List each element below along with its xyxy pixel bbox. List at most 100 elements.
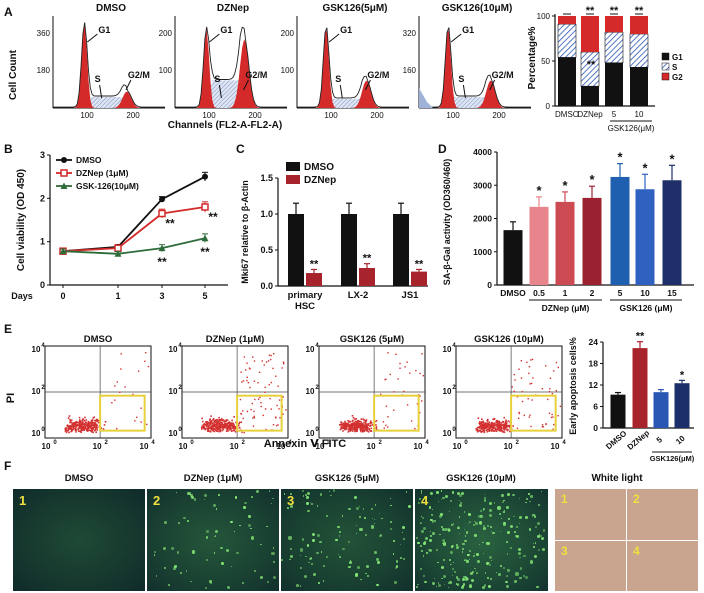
hist-xtick: 100 — [324, 111, 338, 120]
panel-letter-a: A — [4, 5, 13, 19]
hist-outline — [53, 22, 165, 108]
flow-xtick: 10 — [140, 442, 149, 451]
e-sig: ** — [636, 331, 645, 343]
d-bar — [503, 230, 523, 285]
b-xlabel: Days — [11, 291, 33, 301]
white-light-image: 1 2 3 4 — [555, 489, 698, 591]
micrograph-gsk126-10: 4 — [415, 489, 548, 591]
d-bar — [610, 176, 630, 285]
d-group-label: DZNep (μM) — [542, 303, 590, 313]
a-bar-ytick: 100 — [537, 12, 551, 21]
panel-letter-c: C — [236, 142, 245, 156]
d-category: DMSO — [500, 288, 526, 298]
b-point — [201, 203, 209, 211]
c-legend-swatch — [286, 175, 300, 184]
e-group-label: GSK126(μM) — [650, 454, 695, 463]
b-point — [114, 250, 122, 257]
d-ytick: 4000 — [473, 147, 492, 157]
hist-xtick: 100 — [446, 111, 460, 120]
e-category: 10 — [674, 433, 687, 446]
early-apoptosis-gate — [373, 394, 420, 432]
e-bar — [674, 383, 690, 428]
e-category: DMSO — [604, 429, 628, 451]
b-point — [114, 244, 122, 252]
d-ytick: 2000 — [473, 214, 492, 224]
flow-ytick: 10 — [443, 429, 452, 438]
flow-title: DMSO — [84, 334, 113, 345]
bar-g1 — [630, 67, 648, 106]
c-sig: ** — [310, 258, 319, 270]
flow-xtick: 10 — [316, 442, 325, 451]
panel-letter-e: E — [4, 322, 12, 336]
micrograph-number-4: 4 — [421, 493, 429, 508]
c-bar — [393, 214, 409, 286]
micrograph-title: DMSO — [65, 473, 94, 484]
micrograph-dmso: 1 — [13, 489, 145, 591]
hist-ytick: 100 — [281, 66, 295, 75]
histogram-group: DMSO 360 180 100 200 G1 G2/M S DZNep 200 100 100 200… — [37, 3, 531, 120]
flow-xtick: 10 — [453, 442, 462, 451]
d-bar — [555, 201, 575, 285]
c-legend-swatch — [286, 162, 300, 171]
flow-ytick-exp: 4 — [315, 343, 319, 349]
flow-xtick: 10 — [414, 442, 423, 451]
legend-label: S — [672, 63, 678, 72]
wl-number-3: 3 — [561, 544, 568, 558]
legend-swatch — [661, 52, 670, 61]
flow-xtick: 10 — [277, 442, 286, 451]
c-ytick: 0.5 — [260, 245, 273, 255]
panel-letter-f: F — [4, 459, 11, 473]
flow-ytick: 10 — [306, 345, 315, 354]
b-ytick: 0 — [40, 280, 45, 290]
wl-number-4: 4 — [633, 544, 640, 558]
hist-outline — [175, 26, 287, 108]
b-sig: ** — [200, 245, 210, 259]
micrograph-title: GSK126 (5μM) — [315, 473, 379, 484]
flow-xtick: 10 — [93, 442, 102, 451]
hist-xtick: 100 — [80, 111, 94, 120]
wl-number-1: 1 — [561, 492, 568, 506]
d-sig: * — [642, 160, 648, 175]
flow-ytick: 10 — [443, 387, 452, 396]
hist-ytick: 200 — [159, 29, 173, 38]
e-ytick: 0 — [593, 423, 598, 433]
g1-peak — [175, 29, 287, 109]
b-ytick: 1 — [40, 237, 45, 247]
micrograph-number-1: 1 — [19, 493, 27, 508]
b-xtick: 1 — [115, 291, 120, 301]
bar-g1 — [605, 62, 623, 106]
flow-ytick-exp: 4 — [452, 343, 456, 349]
c-category: LX-2 — [348, 290, 369, 301]
bar-sig: ** — [586, 5, 595, 17]
flow-title: GSK126 (10μM) — [474, 334, 544, 345]
g1-peak — [297, 29, 409, 108]
flow-xtick-exp: 0 — [464, 440, 468, 446]
flow-xtick-exp: 4 — [425, 440, 429, 446]
c-legend-label: DZNep — [304, 175, 336, 186]
e-category: 5 — [655, 435, 665, 445]
hist-title: GSK126(5μM) — [322, 3, 387, 14]
s-label: S — [214, 74, 220, 84]
legend-label: G2 — [672, 73, 683, 82]
micrograph-title: GSK126 (10μM) — [446, 473, 516, 484]
flow-ytick-exp: 2 — [452, 385, 456, 391]
a-bar-ytick: 50 — [541, 57, 550, 66]
flow-xtick-exp: 2 — [515, 440, 519, 446]
e-xlabel: Annexin Ⅴ FITC — [264, 438, 347, 450]
e-ytick: 6 — [593, 402, 598, 412]
micrograph-number-3: 3 — [287, 493, 295, 508]
g2m-label: G2/M — [492, 70, 514, 80]
b-ytick: 2 — [40, 193, 45, 203]
legend-swatch — [661, 72, 670, 81]
bar-g2 — [581, 16, 599, 52]
d-ytick: 3000 — [473, 180, 492, 190]
flow-xtick-exp: 2 — [104, 440, 108, 446]
flow-xtick: 10 — [230, 442, 239, 451]
d-group-label: GSK126 (μM) — [620, 303, 673, 313]
s-phase-area — [53, 97, 165, 108]
c-bar — [306, 273, 322, 286]
c-legend-label: DMSO — [304, 162, 334, 173]
g2m-label: G2/M — [367, 70, 389, 80]
